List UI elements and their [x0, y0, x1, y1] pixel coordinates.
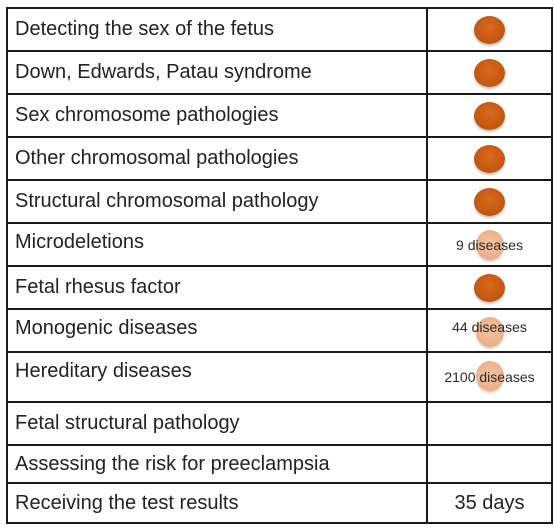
indicator-cell [428, 403, 553, 444]
row-label: Receiving the test results [8, 484, 428, 522]
indicator-cell: 2100 diseases [428, 353, 553, 401]
indicator-cell [428, 138, 553, 179]
partial-dot-icon [476, 317, 504, 347]
included-dot-icon [474, 15, 505, 44]
row-label: Hereditary diseases [8, 353, 428, 401]
table-row: Fetal rhesus factor [8, 267, 553, 310]
table-row: Receiving the test results 35 days [8, 484, 553, 524]
row-label: Detecting the sex of the fetus [8, 9, 428, 50]
included-dot-icon [474, 101, 505, 130]
table-row: Down, Edwards, Patau syndrome [8, 52, 553, 95]
row-label: Structural chromosomal pathology [8, 181, 428, 222]
included-dot-icon [474, 187, 505, 216]
row-label: Monogenic diseases [8, 310, 428, 351]
table-row: Microdeletions 9 diseases [8, 224, 553, 267]
partial-dot-icon [476, 230, 504, 260]
included-dot-icon [474, 58, 505, 87]
partial-dot-icon [476, 361, 504, 391]
table-row: Other chromosomal pathologies [8, 138, 553, 181]
indicator-cell [428, 95, 553, 136]
indicator-cell [428, 9, 553, 50]
included-dot-icon [474, 144, 505, 173]
row-label: Down, Edwards, Patau syndrome [8, 52, 428, 93]
row-label: Other chromosomal pathologies [8, 138, 428, 179]
indicator-cell [428, 267, 553, 308]
table-row: Fetal structural pathology [8, 403, 553, 446]
indicator-cell: 44 diseases [428, 310, 553, 351]
indicator-cell [428, 181, 553, 222]
result-cell: 35 days [428, 484, 553, 522]
table-row: Hereditary diseases 2100 diseases [8, 353, 553, 403]
table-row: Detecting the sex of the fetus [8, 9, 553, 52]
row-label: Fetal structural pathology [8, 403, 428, 444]
disease-count: 9 diseases [456, 236, 523, 253]
indicator-cell [428, 52, 553, 93]
row-label: Sex chromosome pathologies [8, 95, 428, 136]
table-row: Sex chromosome pathologies [8, 95, 553, 138]
indicator-cell: 9 diseases [428, 224, 553, 265]
table-row: Assessing the risk for preeclampsia [8, 446, 553, 484]
disease-count: 44 diseases [452, 319, 527, 335]
row-label: Fetal rhesus factor [8, 267, 428, 308]
table-row: Monogenic diseases 44 diseases [8, 310, 553, 353]
row-label: Assessing the risk for preeclampsia [8, 446, 428, 482]
features-table: Detecting the sex of the fetus Down, Edw… [6, 7, 553, 524]
indicator-cell [428, 446, 553, 482]
row-label: Microdeletions [8, 224, 428, 265]
table-row: Structural chromosomal pathology [8, 181, 553, 224]
disease-count: 2100 diseases [444, 369, 535, 385]
result-duration: 35 days [454, 491, 525, 514]
included-dot-icon [474, 273, 505, 302]
